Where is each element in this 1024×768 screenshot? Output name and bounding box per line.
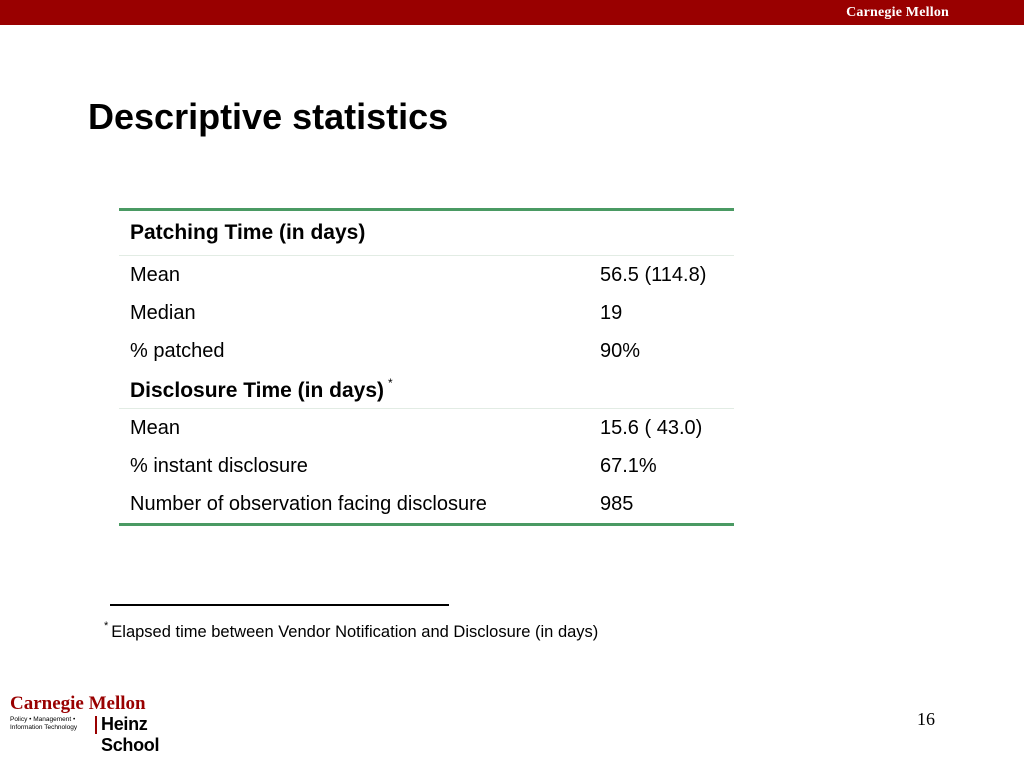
logo-tagline-line2: Information Technology (10, 724, 78, 731)
footnote: * Elapsed time between Vendor Notificatio… (104, 620, 598, 642)
row-value: 19 (600, 301, 623, 324)
section-title-text: Disclosure Time (in days) (130, 378, 385, 402)
footnote-text: Elapsed time between Vendor Notification… (111, 623, 599, 641)
row-label: Mean (130, 263, 181, 286)
row-label: Median (130, 301, 196, 324)
statistics-table: Patching Time (in days) Mean 56.5 (114.8… (119, 208, 734, 526)
row-value: 90% (600, 339, 641, 362)
section-title-disclosure: Disclosure Time (in days) * (119, 370, 734, 409)
row-label: Mean (130, 416, 181, 439)
footnote-marker: * (104, 620, 109, 632)
table-row: Number of observation facing disclosure … (119, 485, 734, 526)
table-row: Mean 15.6 ( 43.0) (119, 409, 734, 448)
row-label: Number of observation facing disclosure (119, 485, 590, 526)
logo-tagline-line1: Policy • Management • (10, 716, 76, 723)
table-row: Mean 56.5 (114.8) (119, 256, 734, 295)
table-row: % instant disclosure 67.1% (119, 447, 734, 485)
table-section-header: Patching Time (in days) (119, 208, 734, 256)
logo-tagline: Policy • Management • Information Techno… (10, 716, 77, 732)
logo-separator (95, 716, 97, 734)
footnote-marker: * (388, 375, 393, 390)
heinz-school-logo: Carnegie Mellon Policy • Management • In… (10, 693, 200, 755)
footnote-divider (110, 604, 449, 606)
page-number: 16 (917, 709, 935, 729)
row-value: 985 (590, 485, 734, 526)
table-row: % patched 90% (119, 332, 734, 370)
table-section-header: Disclosure Time (in days) * (119, 370, 734, 409)
top-banner: Carnegie Mellon (0, 0, 1024, 25)
logo-heinz-text: Heinz School (101, 714, 160, 755)
row-value: 67.1% (600, 454, 657, 477)
row-label: % patched (130, 339, 225, 362)
logo-cmu-text: Carnegie Mellon (10, 693, 146, 714)
section-title-patching: Patching Time (in days) (119, 208, 734, 256)
header-logo: Carnegie Mellon (846, 5, 949, 20)
row-label: % instant disclosure (130, 454, 308, 477)
table-row: Median 19 (119, 294, 734, 332)
slide-title: Descriptive statistics (88, 96, 449, 137)
row-value: 15.6 ( 43.0) (600, 416, 703, 439)
row-value: 56.5 (114.8) (600, 263, 707, 286)
